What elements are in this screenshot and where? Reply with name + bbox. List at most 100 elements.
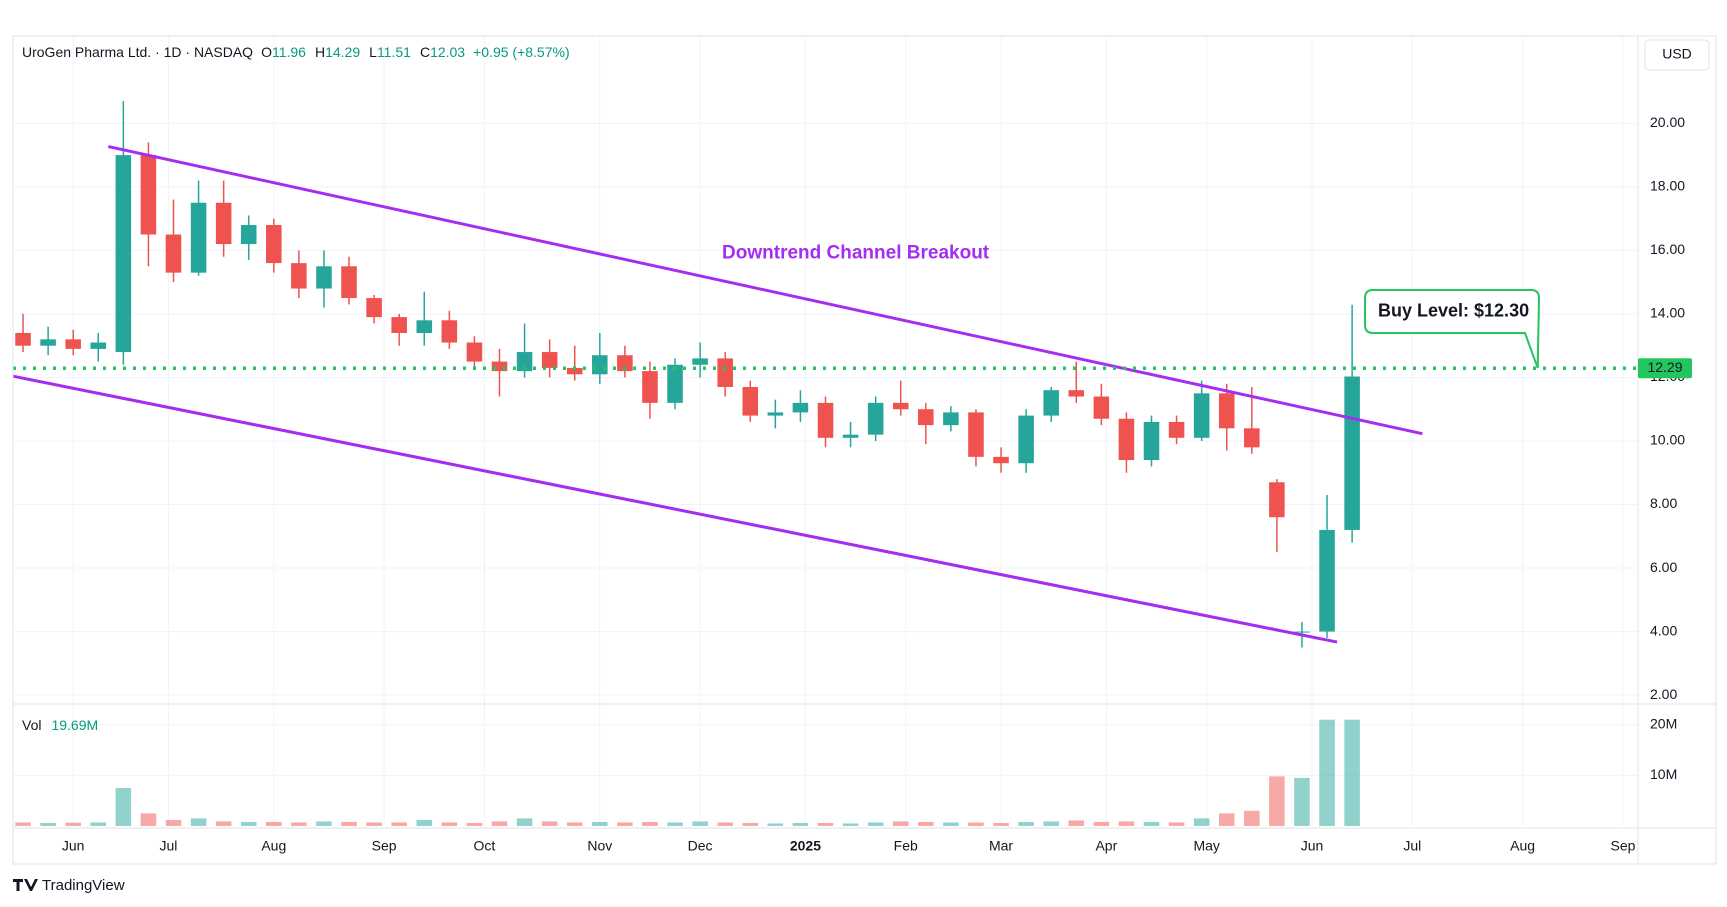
volume-bar <box>215 821 232 826</box>
volume-bar <box>541 821 558 826</box>
x-tick-label: Jun <box>62 838 85 854</box>
candle-body <box>592 355 608 375</box>
candle-body <box>1244 428 1260 448</box>
volume-bar <box>1143 821 1160 826</box>
candle-body <box>316 266 332 289</box>
volume-bar <box>366 822 382 826</box>
volume-bar <box>516 818 533 826</box>
frame <box>12 35 1717 865</box>
volume-bar <box>667 822 683 826</box>
volume-bar <box>65 822 81 826</box>
x-tick-label: Apr <box>1095 838 1117 854</box>
volume-bar <box>341 821 357 826</box>
volume-bar <box>566 822 583 826</box>
candle-body <box>1294 631 1310 633</box>
candle-body <box>566 367 583 375</box>
candle-body <box>692 358 708 365</box>
last-price-tag <box>1638 358 1692 379</box>
volume-bar <box>90 822 107 826</box>
candle-body <box>516 352 533 372</box>
candle-body <box>266 224 282 264</box>
volume-bar <box>892 821 909 826</box>
volume-bar <box>115 788 132 826</box>
candle-body <box>391 317 407 333</box>
candle-body <box>541 352 558 368</box>
legend-field-value: 11.51 <box>377 44 411 60</box>
candle-body <box>642 371 658 403</box>
y-tick-label: 6.00 <box>1650 559 1677 575</box>
volume-bar <box>190 818 207 826</box>
candle-body <box>466 342 483 362</box>
legend-symbol: UroGen Pharma Ltd. · 1D · NASDAQ <box>22 44 253 60</box>
volume-bar <box>1244 810 1260 826</box>
candle-body <box>341 266 357 299</box>
volume-bar <box>592 821 608 826</box>
candle-body <box>1043 390 1059 416</box>
volume-bar <box>1018 821 1034 826</box>
candle-body <box>968 412 984 457</box>
candle-body <box>892 402 909 410</box>
candle-body <box>140 155 157 235</box>
candle-body <box>1269 482 1285 518</box>
y-tick-label: 16.00 <box>1650 241 1685 257</box>
currency-box[interactable] <box>1644 39 1710 71</box>
x-tick-label: Sep <box>1610 838 1635 854</box>
candle-body <box>1319 529 1335 632</box>
volume-bar <box>1093 821 1110 826</box>
candle-body <box>1143 421 1160 461</box>
plot <box>12 101 1638 826</box>
y-tick-label: 20.00 <box>1650 114 1685 130</box>
candle-body <box>1068 390 1085 397</box>
candle-body <box>190 202 207 273</box>
volume-bar <box>1168 822 1185 826</box>
candle-body <box>717 358 733 387</box>
volume-bar <box>1193 818 1210 826</box>
candle-body <box>792 402 809 413</box>
volume-bar <box>266 821 282 826</box>
legend-field-label: H <box>315 44 325 60</box>
candle-body <box>918 409 934 426</box>
legend-field-label: O <box>261 44 272 60</box>
volume-bar <box>491 821 508 826</box>
volume-bar <box>617 822 633 826</box>
volume-bar <box>642 821 658 826</box>
volume-bar <box>1319 719 1335 826</box>
annotation: Downtrend Channel Breakout <box>722 243 990 264</box>
y-tick-label: 8.00 <box>1650 495 1677 511</box>
channel-line <box>107 145 1423 436</box>
candle-body <box>1218 393 1235 429</box>
candle-body <box>1093 396 1110 419</box>
x-tick-label: Nov <box>587 838 612 854</box>
volume-legend: Vol 19.69M <box>22 717 98 733</box>
candle-body <box>90 342 107 349</box>
volume-bar <box>140 813 157 826</box>
x-tick-label: Jul <box>160 838 178 854</box>
volume-bar <box>466 822 483 826</box>
x-tick-label: Aug <box>261 838 286 854</box>
x-tick-label: Mar <box>989 838 1013 854</box>
volume-bar <box>993 822 1009 826</box>
volume-bar <box>391 822 407 826</box>
candle-body <box>1018 415 1034 464</box>
volume-bar <box>817 822 834 826</box>
volume-tick-label: 10M <box>1650 766 1677 782</box>
volume-bar <box>1068 820 1085 826</box>
last-price-label: 12.29 <box>1647 359 1682 375</box>
legend-change: +0.95 (+8.57%) <box>473 44 570 60</box>
candle-body <box>817 402 834 438</box>
x-tick-label: Dec <box>688 838 713 854</box>
branding: TradingView <box>13 877 125 894</box>
x-tick-label: May <box>1193 838 1219 854</box>
currency[interactable]: USD <box>1662 46 1692 62</box>
candle-body <box>65 339 81 349</box>
callout-text: Buy Level: $12.30 <box>1378 300 1529 320</box>
candle-body <box>867 402 884 435</box>
x-tick-label: Feb <box>894 838 918 854</box>
candle-body <box>1193 393 1210 438</box>
candle-body <box>441 320 458 343</box>
candle-body <box>617 355 633 372</box>
legend-field-label: L <box>369 44 377 60</box>
volume-bar <box>1269 776 1285 826</box>
